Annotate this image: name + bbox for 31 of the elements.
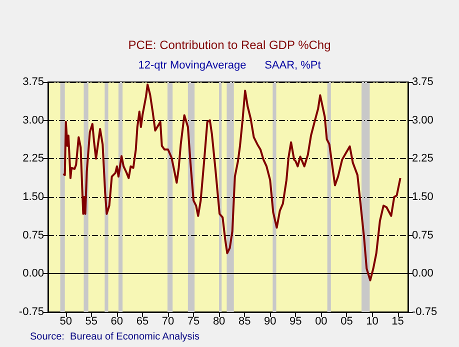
y-tick-label: 1.50 — [22, 191, 44, 203]
y2-tick-label: 3.75 — [412, 76, 434, 88]
y-tick-label: 0.75 — [22, 229, 44, 242]
x-tick-label: 00 — [315, 316, 328, 328]
y2-tick-label: -0.75 — [412, 306, 438, 318]
x-tick-label: 50 — [60, 316, 72, 328]
x-tick-label: 15 — [392, 316, 404, 328]
y-tick-label: 3.00 — [22, 114, 44, 126]
y-tick-label: 2.25 — [22, 152, 44, 165]
source-note: Source: Bureau of Economic Analysis — [30, 332, 200, 342]
y2-tick-label: 3.00 — [412, 114, 434, 126]
y2-tick-label: 1.50 — [412, 191, 434, 203]
x-tick-label: 80 — [212, 316, 226, 328]
x-tick-label: 10 — [366, 316, 378, 328]
chart-title: PCE: Contribution to Real GDP %Chg — [128, 38, 331, 52]
y2-tick-label: 0.75 — [412, 229, 434, 242]
x-tick-label: 70 — [162, 316, 174, 328]
x-tick-label: 60 — [110, 316, 124, 328]
x-tick-label: 05 — [340, 316, 353, 328]
x-tick-label: 75 — [187, 316, 200, 328]
y-tick-label: 3.75 — [22, 76, 44, 88]
x-tick-label: 65 — [136, 316, 149, 328]
y2-tick-label: 0.00 — [412, 268, 434, 280]
y2-tick-label: 2.25 — [412, 152, 434, 165]
x-tick-label: 90 — [264, 316, 276, 328]
x-tick-label: 85 — [238, 316, 251, 328]
y-tick-label: -0.75 — [18, 306, 44, 318]
y-tick-label: 0.00 — [22, 268, 44, 280]
chart-subtitle: 12-qtr MovingAverage SAAR, %Pt — [138, 60, 321, 72]
x-tick-label: 95 — [290, 316, 302, 328]
x-tick-label: 55 — [85, 316, 98, 328]
